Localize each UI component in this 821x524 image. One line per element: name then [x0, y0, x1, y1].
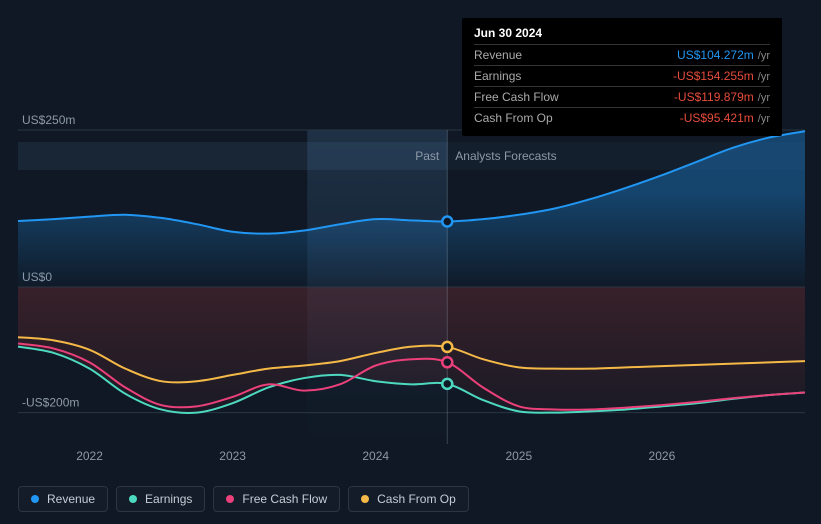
- tooltip-metric-value: -US$154.255m: [673, 69, 754, 83]
- legend-item-earnings[interactable]: Earnings: [116, 486, 205, 512]
- tooltip-metric-label: Earnings: [474, 69, 521, 83]
- legend-dot-icon: [31, 495, 39, 503]
- section-label-past: Past: [415, 149, 440, 163]
- legend-label: Free Cash Flow: [242, 492, 327, 506]
- tooltip-row: Free Cash Flow -US$119.879m/yr: [474, 86, 770, 107]
- legend-dot-icon: [129, 495, 137, 503]
- marker-fcf: [442, 357, 452, 367]
- tooltip-metric-label: Revenue: [474, 48, 522, 62]
- legend-item-fcf[interactable]: Free Cash Flow: [213, 486, 340, 512]
- tooltip-metric-unit: /yr: [758, 50, 770, 62]
- tooltip-metric-label: Free Cash Flow: [474, 90, 559, 104]
- tooltip-row: Cash From Op -US$95.421m/yr: [474, 107, 770, 128]
- tooltip-metric-unit: /yr: [758, 113, 770, 125]
- tooltip-row: Revenue US$104.272m/yr: [474, 44, 770, 65]
- marker-revenue: [442, 217, 452, 227]
- x-axis-label: 2026: [649, 449, 676, 463]
- legend-item-revenue[interactable]: Revenue: [18, 486, 108, 512]
- x-axis-label: 2022: [76, 449, 103, 463]
- tooltip-date: Jun 30 2024: [474, 26, 770, 40]
- tooltip-metric-value: US$104.272m: [677, 48, 754, 62]
- legend-label: Cash From Op: [377, 492, 456, 506]
- tooltip-metric-unit: /yr: [758, 92, 770, 104]
- financial-forecast-chart: US$250mUS$0-US$200m20222023202420252026P…: [0, 0, 821, 524]
- tooltip-metric-value: -US$95.421m: [680, 111, 754, 125]
- chart-tooltip: Jun 30 2024 RevenueUS$104.272m/yrEarning…: [462, 18, 782, 136]
- tooltip-metric-label: Cash From Op: [474, 111, 553, 125]
- tooltip-row: Earnings -US$154.255m/yr: [474, 65, 770, 86]
- section-label-forecast: Analysts Forecasts: [455, 149, 556, 163]
- tooltip-metric-value: -US$119.879m: [674, 90, 754, 104]
- marker-earnings: [442, 379, 452, 389]
- marker-cfo: [442, 342, 452, 352]
- x-axis-label: 2024: [362, 449, 389, 463]
- legend-label: Earnings: [145, 492, 192, 506]
- tooltip-metric-unit: /yr: [758, 71, 770, 83]
- y-axis-label: US$250m: [22, 113, 75, 127]
- legend-item-cfo[interactable]: Cash From Op: [348, 486, 469, 512]
- x-axis-label: 2025: [505, 449, 532, 463]
- chart-legend: Revenue Earnings Free Cash Flow Cash From O…: [18, 486, 469, 512]
- legend-label: Revenue: [47, 492, 95, 506]
- y-axis-label: -US$200m: [22, 396, 79, 410]
- x-axis-label: 2023: [219, 449, 246, 463]
- legend-dot-icon: [226, 495, 234, 503]
- legend-dot-icon: [361, 495, 369, 503]
